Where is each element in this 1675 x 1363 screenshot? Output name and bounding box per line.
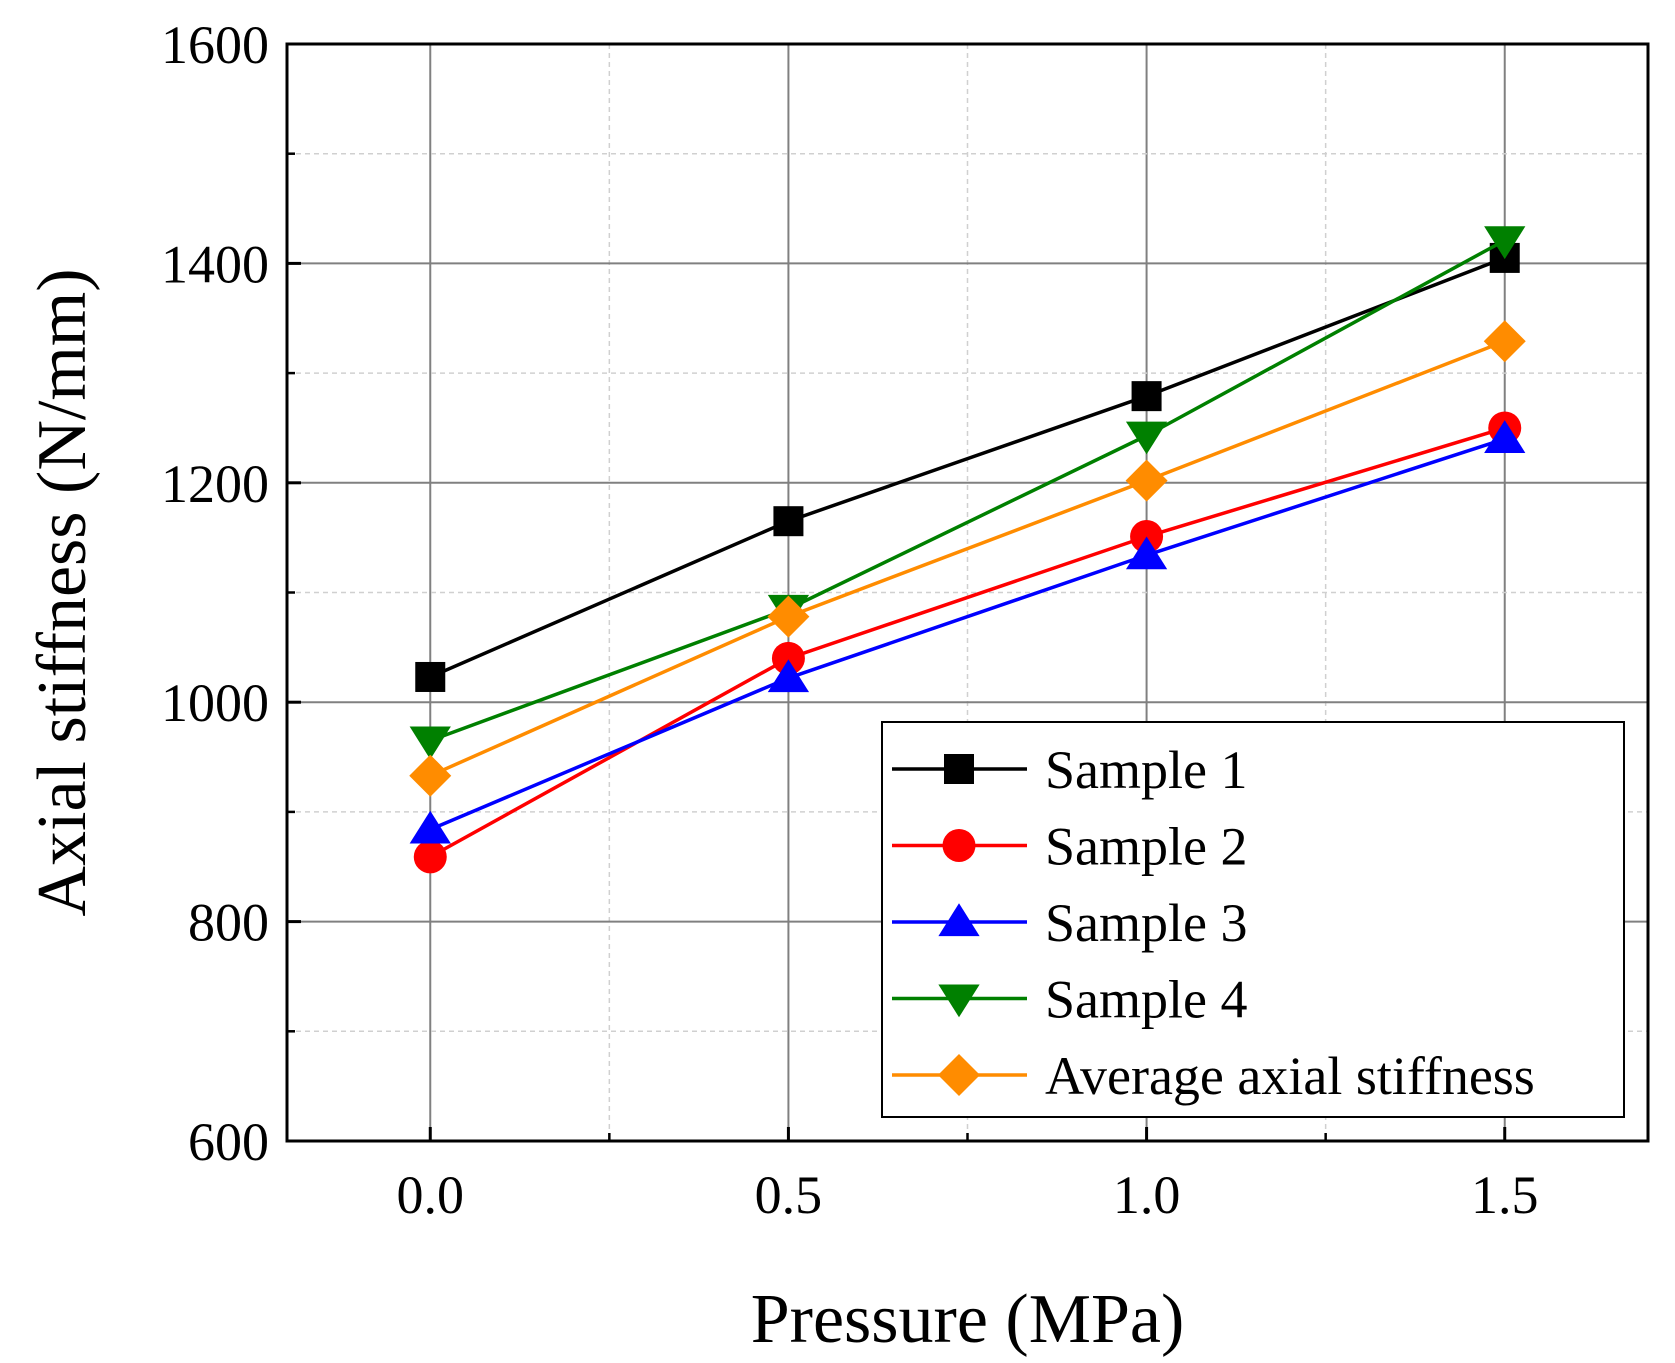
legend-marker xyxy=(938,984,980,1018)
data-point xyxy=(1131,381,1162,412)
data-point xyxy=(771,641,805,675)
series-line xyxy=(429,238,1506,743)
data-point xyxy=(409,810,451,844)
data-series xyxy=(409,226,1526,874)
legend-marker xyxy=(938,903,980,937)
y-tick-label: 600 xyxy=(188,1112,269,1172)
data-point xyxy=(409,726,451,760)
data-point xyxy=(767,595,810,638)
legend-item: Sample 2 xyxy=(892,817,1247,877)
y-tick-label: 1200 xyxy=(161,454,269,514)
y-tick-label: 1400 xyxy=(161,234,269,294)
legend-box xyxy=(881,721,1625,1118)
y-tick-label: 1600 xyxy=(161,15,269,75)
data-point xyxy=(409,754,452,797)
legend-label: Sample 1 xyxy=(1045,740,1247,800)
series-line xyxy=(429,256,1506,679)
series-1 xyxy=(415,242,1520,692)
y-tick-label: 800 xyxy=(188,893,269,953)
data-point xyxy=(1125,536,1168,570)
legend-marker xyxy=(938,1054,980,1096)
series-line xyxy=(429,426,1506,859)
series-5 xyxy=(409,320,1526,797)
series-line xyxy=(429,437,1506,832)
x-tick-label: 1.5 xyxy=(1471,1165,1539,1225)
y-axis-title: Axial stiffness (N/mm) xyxy=(24,268,101,916)
data-point xyxy=(1125,421,1168,455)
x-tick-label: 1.0 xyxy=(1113,1165,1181,1225)
legend: Sample 1 Sample 2 Sample 3 Sample 4 Average … xyxy=(881,721,1625,1118)
data-point xyxy=(1483,320,1526,363)
x-axis-tick-labels: 0.0 0.5 1.0 1.5 xyxy=(397,1165,1539,1225)
plot-area-frame xyxy=(285,42,1650,1143)
data-point xyxy=(413,840,447,874)
x-tick-label: 0.0 xyxy=(397,1165,465,1225)
legend-label: Sample 2 xyxy=(1045,817,1247,877)
legend-label: Average axial stiffness xyxy=(1045,1046,1535,1106)
x-axis-title: Pressure (MPa) xyxy=(751,1281,1185,1358)
data-point xyxy=(415,661,446,692)
legend-item: Sample 4 xyxy=(892,970,1247,1030)
legend-marker xyxy=(942,829,976,862)
series-3 xyxy=(409,420,1526,844)
legend-item: Sample 1 xyxy=(892,740,1247,800)
y-tick-label: 1000 xyxy=(161,673,269,733)
data-point xyxy=(773,506,804,537)
legend-label: Sample 4 xyxy=(1045,970,1247,1030)
data-point xyxy=(1484,420,1526,453)
x-tick-label: 0.5 xyxy=(755,1165,823,1225)
data-point xyxy=(1125,459,1168,502)
legend-item: Average axial stiffness xyxy=(892,1046,1535,1106)
data-point xyxy=(767,659,810,693)
y-axis-tick-labels: 600 800 1000 1200 1400 1600 xyxy=(161,15,269,1172)
legend-marker xyxy=(944,754,974,784)
legend-item: Sample 3 xyxy=(892,893,1247,953)
data-point xyxy=(1484,226,1526,260)
legend-label: Sample 3 xyxy=(1045,893,1247,953)
series-line xyxy=(429,339,1506,778)
